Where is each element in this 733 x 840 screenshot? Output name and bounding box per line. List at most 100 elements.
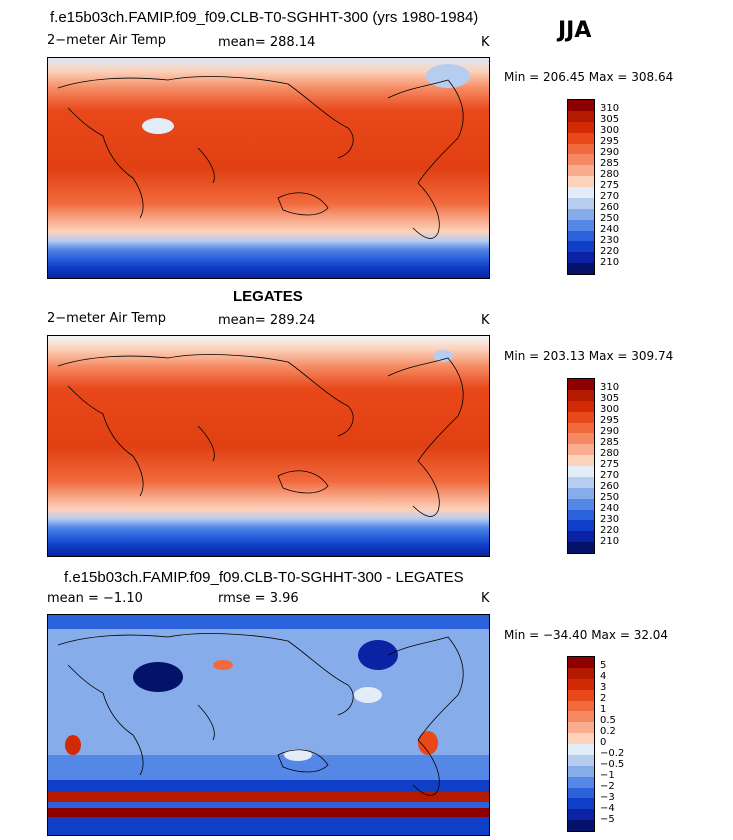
- colorbar-swatch: [568, 754, 594, 766]
- colorbar-label: 2: [600, 693, 607, 704]
- colorbar-swatch: [568, 263, 594, 274]
- colorbar-label: 210: [600, 257, 620, 268]
- panel-2-title: LEGATES: [233, 288, 303, 305]
- colorbar-label: −4: [600, 803, 615, 814]
- colorbar-swatch: [568, 667, 594, 679]
- colorbar-swatch: [568, 531, 594, 543]
- colorbar-label: 310: [600, 103, 620, 114]
- colorbar-swatch: [568, 110, 594, 122]
- panel-1-minmax: Min = 206.45 Max = 308.64: [504, 70, 674, 84]
- panel-3-colorbar-labels: 5 4 3 2 1 0.5 0.2 0 −0.2 −0.5 −1 −2 −3 −…: [600, 656, 640, 830]
- colorbar-swatch: [568, 509, 594, 521]
- panel-3-title: f.e15b03ch.FAMIP.f09_f09.CLB-T0-SGHHT-30…: [64, 569, 464, 586]
- colorbar-swatch: [568, 154, 594, 166]
- colorbar-label: 270: [600, 191, 620, 202]
- panel-2-colorbar-labels: 310 305 300 295 290 285 280 275 270 260 …: [600, 378, 640, 552]
- colorbar-label: 0.5: [600, 715, 616, 726]
- colorbar-label: 240: [600, 224, 620, 235]
- season-label: JJA: [558, 18, 592, 43]
- colorbar-swatch: [568, 411, 594, 423]
- colorbar-label: 310: [600, 382, 620, 393]
- colorbar-label: 280: [600, 448, 620, 459]
- colorbar-swatch: [568, 487, 594, 499]
- colorbar-swatch: [568, 765, 594, 777]
- colorbar-label: −3: [600, 792, 615, 803]
- colorbar-label: 295: [600, 415, 620, 426]
- colorbar-swatch: [568, 542, 594, 553]
- colorbar-label: 220: [600, 525, 620, 536]
- colorbar-swatch: [568, 165, 594, 177]
- colorbar-label: 305: [600, 393, 620, 404]
- colorbar-swatch: [568, 787, 594, 799]
- colorbar-swatch: [568, 208, 594, 220]
- coastlines: [57, 633, 464, 796]
- colorbar-swatch: [568, 722, 594, 734]
- observed-temperature-map: [48, 336, 489, 556]
- panel-1-mean: mean= 288.14: [218, 35, 316, 50]
- colorbar-swatch: [568, 733, 594, 744]
- colorbar-label: 260: [600, 202, 620, 213]
- colorbar-swatch: [568, 711, 594, 723]
- panel-3-mean: mean = −1.10: [47, 591, 143, 606]
- colorbar-swatch: [568, 422, 594, 434]
- colorbar-label: 285: [600, 158, 620, 169]
- panel-2-colorbar: [567, 378, 595, 554]
- colorbar-swatch: [568, 100, 594, 111]
- panel-1-colorbar-labels: 310 305 300 295 290 285 280 275 270 260 …: [600, 99, 640, 273]
- colorbar-label: 4: [600, 671, 607, 682]
- colorbar-swatch: [568, 121, 594, 133]
- panel-1-map: [47, 57, 490, 279]
- colorbar-swatch: [568, 776, 594, 788]
- colorbar-swatch: [568, 230, 594, 242]
- colorbar-swatch: [568, 657, 594, 668]
- colorbar-swatch: [568, 219, 594, 231]
- colorbar-label: 5: [600, 660, 607, 671]
- colorbar-label: 210: [600, 536, 620, 547]
- colorbar-label: 285: [600, 437, 620, 448]
- panel-1-variable: 2−meter Air Temp: [47, 33, 167, 48]
- colorbar-swatch: [568, 143, 594, 155]
- colorbar-swatch: [568, 389, 594, 401]
- colorbar-swatch: [568, 466, 594, 477]
- colorbar-label: −2: [600, 781, 615, 792]
- colorbar-label: −5: [600, 814, 615, 825]
- colorbar-swatch: [568, 241, 594, 253]
- panel-3-minmax: Min = −34.40 Max = 32.04: [504, 628, 669, 642]
- panel-1-units: K: [481, 35, 490, 50]
- colorbar-swatch: [568, 187, 594, 198]
- colorbar-swatch: [568, 809, 594, 821]
- colorbar-label: −0.5: [600, 759, 625, 770]
- colorbar-swatch: [568, 498, 594, 510]
- colorbar-label: 280: [600, 169, 620, 180]
- colorbar-label: 240: [600, 503, 620, 514]
- panel-1-title: f.e15b03ch.FAMIP.f09_f09.CLB-T0-SGHHT-30…: [50, 9, 479, 26]
- colorbar-swatch: [568, 176, 594, 187]
- colorbar-swatch: [568, 744, 594, 755]
- colorbar-label: −0.2: [600, 748, 625, 759]
- colorbar-label: 260: [600, 481, 620, 492]
- colorbar-label: 230: [600, 514, 620, 525]
- colorbar-label: 0: [600, 737, 607, 748]
- colorbar-swatch: [568, 520, 594, 532]
- colorbar-label: 290: [600, 426, 620, 437]
- colorbar-label: 220: [600, 246, 620, 257]
- colorbar-label: 295: [600, 136, 620, 147]
- colorbar-label: 275: [600, 180, 620, 191]
- panel-2-minmax: Min = 203.13 Max = 309.74: [504, 349, 674, 363]
- panel-3-rmse: rmse = 3.96: [218, 591, 299, 606]
- colorbar-label: 0.2: [600, 726, 616, 737]
- colorbar-swatch: [568, 700, 594, 712]
- coastlines: [57, 76, 464, 239]
- colorbar-label: 230: [600, 235, 620, 246]
- colorbar-label: 270: [600, 470, 620, 481]
- coastlines: [57, 354, 464, 517]
- colorbar-label: 250: [600, 213, 620, 224]
- panel-3-colorbar: [567, 656, 595, 832]
- panel-3-units: K: [481, 591, 490, 606]
- colorbar-swatch: [568, 689, 594, 701]
- colorbar-swatch: [568, 379, 594, 390]
- colorbar-label: 3: [600, 682, 607, 693]
- colorbar-swatch: [568, 433, 594, 445]
- colorbar-swatch: [568, 444, 594, 456]
- colorbar-swatch: [568, 197, 594, 209]
